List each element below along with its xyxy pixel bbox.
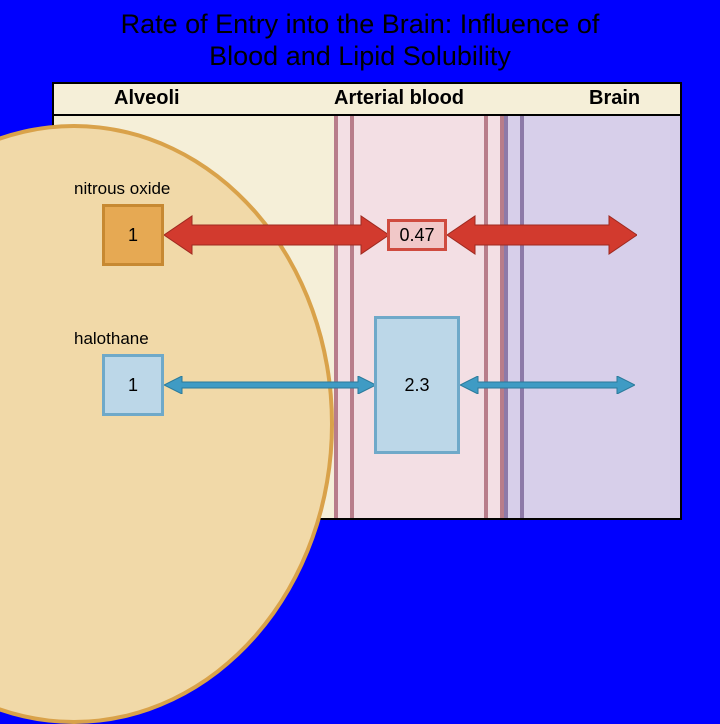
- halothane-arrow-left: [164, 376, 376, 394]
- nitrous-arrow-right: [447, 214, 637, 256]
- col-header-alveoli: Alveoli: [114, 87, 180, 110]
- col-header-brain: Brain: [589, 87, 640, 110]
- brain-region: [504, 116, 680, 518]
- halothane-arterial-box: 2.3: [374, 316, 460, 454]
- nitrous-alveoli-box: 1: [102, 204, 164, 266]
- nitrous-arterial-box: 0.47: [387, 219, 447, 251]
- diagram-container: Alveoli Arterial blood Brain nitrous oxi…: [52, 82, 682, 520]
- nitrous-arterial-value: 0.47: [399, 225, 434, 246]
- nitrous-alveoli-value: 1: [128, 225, 138, 246]
- slide-title: Rate of Entry into the Brain: Influence …: [0, 8, 720, 73]
- halothane-label: halothane: [74, 329, 149, 349]
- title-line-2: Blood and Lipid Solubility: [209, 41, 511, 71]
- nitrous-arrow-left: [164, 214, 389, 256]
- halothane-alveoli-value: 1: [128, 375, 138, 396]
- col-header-arterial: Arterial blood: [334, 87, 464, 110]
- halothane-arrow-right: [460, 376, 635, 394]
- halothane-alveoli-box: 1: [102, 354, 164, 416]
- nitrous-label: nitrous oxide: [74, 179, 170, 199]
- header-band: Alveoli Arterial blood Brain: [54, 84, 680, 116]
- brain-inner-border: [520, 116, 680, 518]
- halothane-arterial-value: 2.3: [404, 375, 429, 396]
- title-line-1: Rate of Entry into the Brain: Influence …: [121, 9, 600, 39]
